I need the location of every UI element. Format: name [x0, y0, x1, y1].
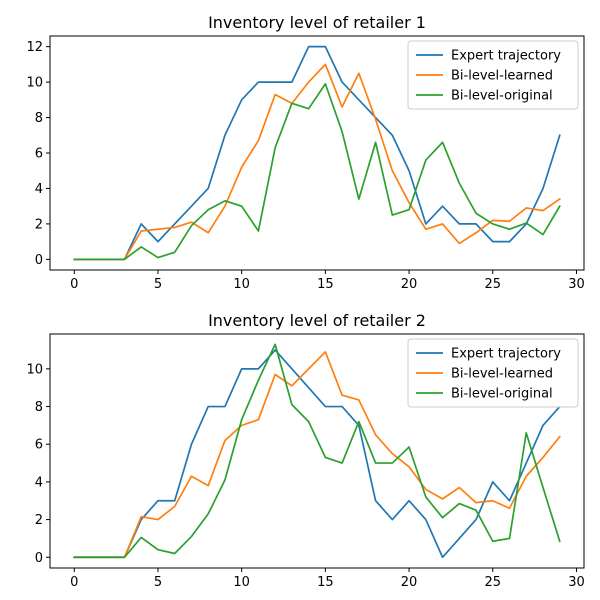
series-line-2 — [73, 351, 561, 559]
legend-label-2: Bi-level-learned — [451, 69, 553, 84]
series-line-3 — [73, 343, 561, 559]
x-tick-label: 0 — [70, 277, 78, 292]
legend-label-2: Bi-level-learned — [451, 367, 553, 382]
series-line-1 — [73, 349, 561, 559]
x-tick-label: 20 — [401, 277, 418, 292]
y-tick-label: 8 — [35, 400, 43, 415]
y-tick-label: 4 — [35, 182, 43, 197]
y-tick-label: 10 — [26, 76, 43, 91]
y-tick-label: 0 — [35, 253, 43, 268]
x-tick-label: 15 — [317, 277, 334, 292]
chart-2: Inventory level of retailer 20 5 10 15 20 25 3… — [26, 311, 584, 590]
x-tick-label: 30 — [568, 575, 585, 590]
y-tick-label: 6 — [35, 438, 43, 453]
y-tick-label: 4 — [35, 475, 43, 490]
x-tick-label: 10 — [233, 575, 250, 590]
x-tick-label: 0 — [70, 575, 78, 590]
x-tick-label: 20 — [401, 575, 418, 590]
y-tick-label: 6 — [35, 147, 43, 162]
series-line-1 — [73, 45, 561, 261]
legend-label-3: Bi-level-original — [451, 387, 553, 402]
x-tick-label: 5 — [154, 575, 162, 590]
axes-frame — [49, 333, 585, 569]
y-tick-label: 10 — [26, 362, 43, 377]
legend-box — [407, 40, 579, 110]
x-tick-label: 5 — [154, 277, 162, 292]
x-tick-label: 25 — [484, 575, 501, 590]
y-tick-label: 2 — [35, 217, 43, 232]
series-line-3 — [73, 83, 561, 261]
legend: Expert trajectory Bi-level-learned Bi-leve… — [407, 338, 579, 408]
legend-label-3: Bi-level-original — [451, 89, 553, 104]
legend-box — [407, 338, 579, 408]
y-tick-label: 0 — [35, 551, 43, 566]
series-line-2 — [73, 63, 561, 261]
x-tick-label: 10 — [233, 277, 250, 292]
legend-label-1: Expert trajectory — [451, 347, 561, 362]
legend-label-1: Expert trajectory — [451, 49, 561, 64]
chart-1: Inventory level of retailer 10 5 10 15 20 25 3… — [26, 13, 584, 292]
legend: Expert trajectory Bi-level-learned Bi-leve… — [407, 40, 579, 110]
chart-title: Inventory level of retailer 2 — [208, 311, 426, 330]
x-tick-label: 30 — [568, 277, 585, 292]
y-tick-label: 2 — [35, 513, 43, 528]
chart-title: Inventory level of retailer 1 — [208, 13, 426, 32]
x-tick-label: 15 — [317, 575, 334, 590]
y-tick-label: 8 — [35, 111, 43, 126]
y-tick-label: 12 — [26, 40, 43, 55]
x-tick-label: 25 — [484, 277, 501, 292]
